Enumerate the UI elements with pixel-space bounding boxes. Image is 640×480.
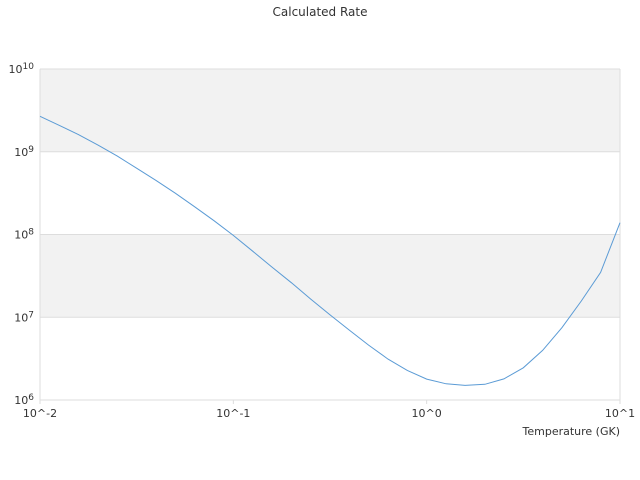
y-tick-label: 107 [14, 310, 34, 324]
plot-band [40, 69, 620, 152]
x-tick-label: 10^-1 [216, 407, 250, 420]
y-tick-label: 1010 [9, 62, 35, 76]
y-tick-label: 109 [14, 145, 34, 159]
x-tick-label: 10^-2 [23, 407, 57, 420]
y-tick-label: 108 [14, 228, 34, 242]
y-tick-label: 106 [14, 393, 34, 407]
chart-title: Calculated Rate [273, 5, 368, 19]
plot-band [40, 234, 620, 318]
x-tick-label: 10^1 [605, 407, 635, 420]
x-tick-label: 10^0 [412, 407, 442, 420]
series-line [39, 115, 621, 386]
y-axis: 106 107 108 109 1010 [9, 62, 35, 407]
gridlines [39, 68, 621, 401]
plot-bands [40, 69, 620, 318]
x-axis-label: Temperature (GK) [522, 425, 621, 438]
x-axis: 10^-2 10^-1 10^0 10^1 [23, 400, 635, 420]
